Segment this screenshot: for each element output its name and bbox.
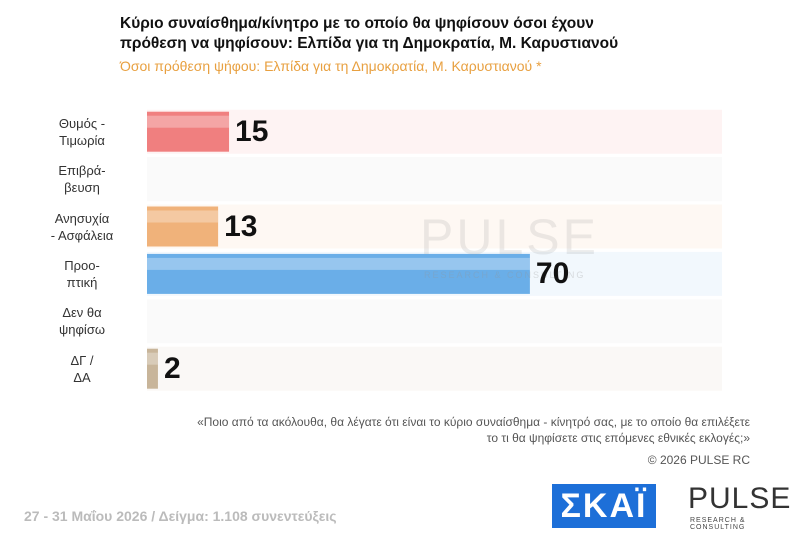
row-band	[147, 109, 722, 154]
category-label: Δεν θα ψηφίσω	[59, 305, 105, 338]
category-label: ΔΓ / ΔΑ	[70, 352, 94, 385]
row-band	[147, 157, 722, 202]
data-label: 2	[163, 351, 181, 385]
bar-shine	[147, 352, 158, 365]
data-label: 15	[235, 114, 269, 148]
bar	[147, 111, 230, 152]
footer: 27 - 31 Μαΐου 2026 / Δείγμα: 1.108 συνεν…	[24, 508, 337, 524]
question-note: «Ποιο από τα ακόλουθα, θα λέγατε ότι είν…	[197, 415, 750, 445]
logo-skai: ΣΚΑΪ	[552, 484, 656, 528]
category-label: Επιβρά- βευση	[58, 163, 106, 196]
bar-shine	[147, 257, 530, 270]
category-label: Προο- πτική	[64, 257, 100, 290]
bar-shine	[147, 210, 219, 223]
row-band	[147, 299, 722, 344]
category-label: Θυμός - Τιμωρία	[58, 115, 106, 148]
chart-title: Κύριο συναίσθημα/κίνητρο με το οποίο θα …	[120, 15, 619, 52]
bar	[147, 348, 158, 389]
logo-pulse: PULSE	[688, 482, 792, 515]
data-label: 70	[535, 256, 570, 290]
watermark: PULSE	[420, 209, 599, 265]
chart-subtitle: Όσοι πρόθεση ψήφου: Ελπίδα για τη Δημοκρ…	[120, 58, 542, 74]
category-label: Ανησυχία - Ασφάλεια	[50, 210, 114, 243]
watermark-sub: RESEARCH & CONSULTING	[424, 270, 586, 280]
bar	[147, 253, 530, 294]
bar-shine	[147, 115, 230, 128]
data-label: 13	[224, 209, 258, 243]
bar	[147, 206, 219, 247]
copyright: © 2026 PULSE RC	[647, 453, 750, 467]
logo-pulse-sub: RESEARCH & CONSULTING	[690, 517, 746, 531]
row-band	[147, 204, 722, 249]
row-band	[147, 346, 722, 391]
